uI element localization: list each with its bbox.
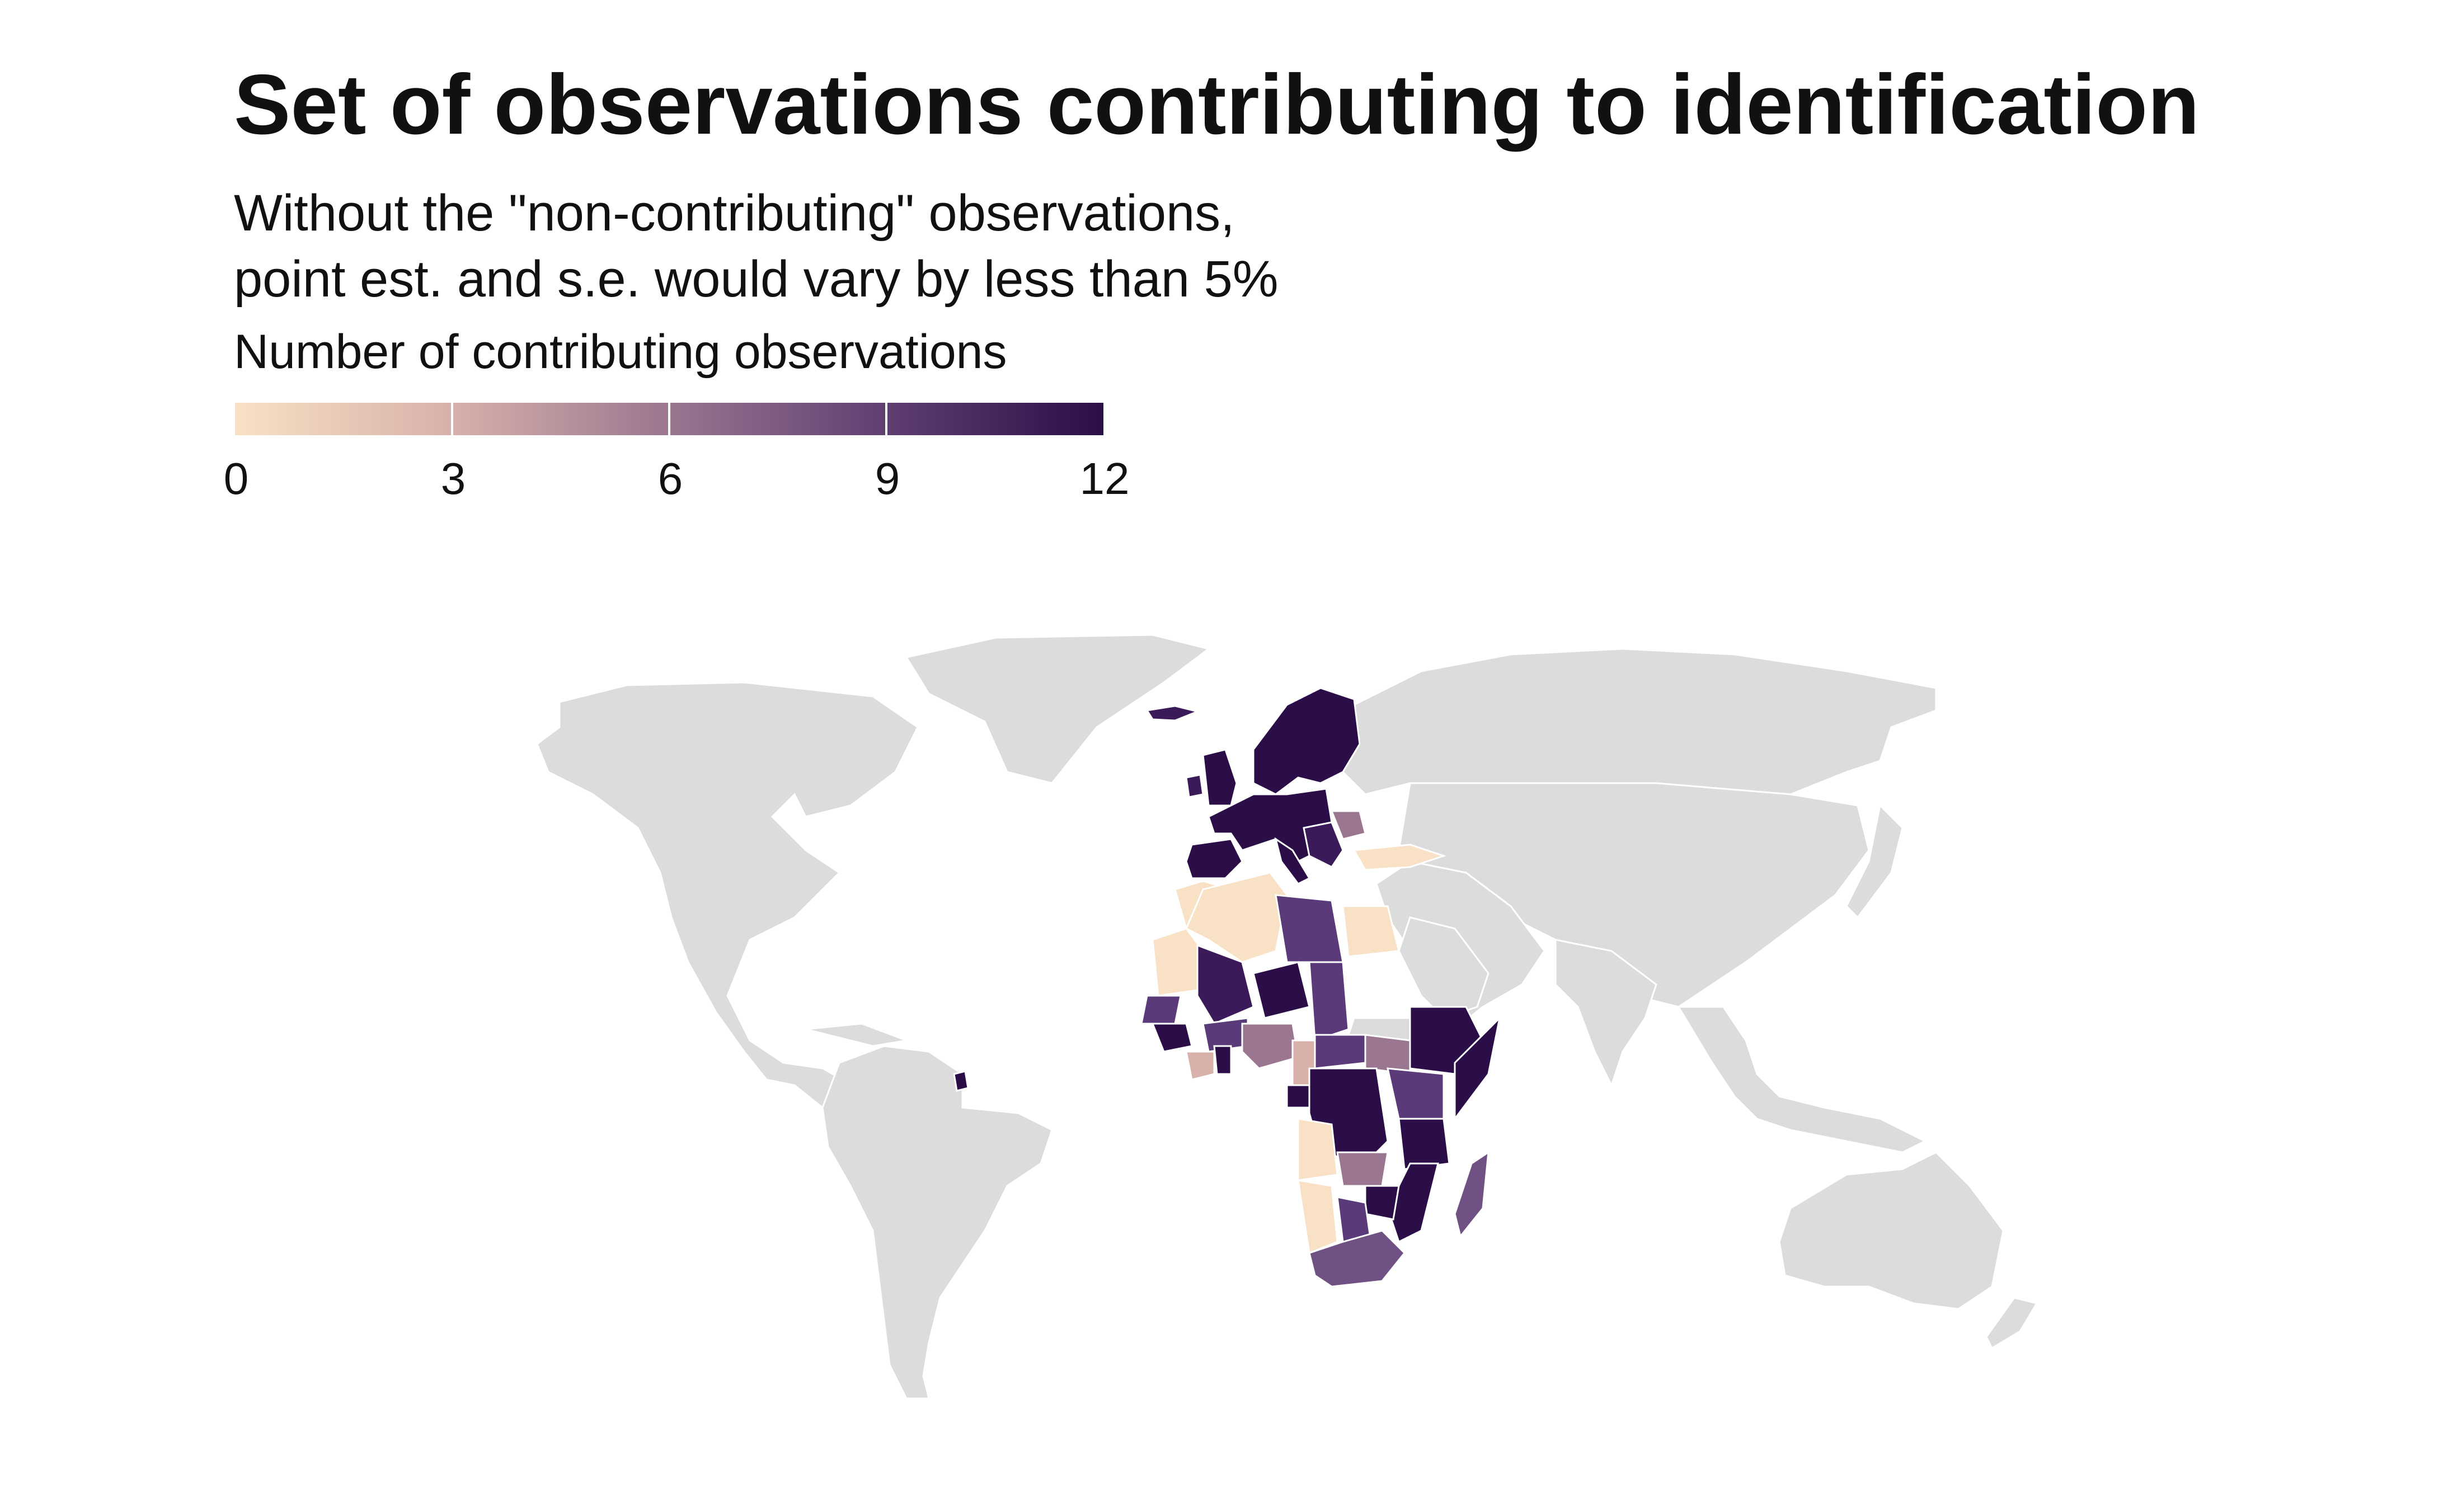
uganda-kenya	[1387, 1067, 1445, 1120]
india	[1554, 939, 1657, 1087]
mauritania	[1152, 927, 1204, 997]
chart-subtitle: Without the "non-contributing" observati…	[234, 180, 1279, 312]
ivory-coast	[1185, 1051, 1215, 1081]
gabon	[1286, 1084, 1310, 1109]
somalia	[1454, 1015, 1501, 1122]
japan	[1845, 803, 1904, 919]
south-america	[821, 1045, 1053, 1400]
legend-title: Number of contributing observations	[234, 325, 1007, 379]
ireland	[1185, 774, 1204, 798]
north-america	[536, 681, 919, 1114]
russia	[1331, 648, 1937, 795]
guinea	[1151, 1023, 1193, 1053]
legend-tick-3: 3	[440, 454, 466, 503]
madagascar	[1454, 1150, 1490, 1238]
chad	[1308, 961, 1350, 1042]
senegal	[1140, 995, 1182, 1025]
balkans	[1303, 821, 1344, 868]
algeria	[1185, 872, 1288, 963]
caribbean	[805, 1023, 910, 1047]
turkey	[1352, 844, 1446, 871]
libya	[1275, 894, 1344, 963]
greenland	[905, 634, 1211, 784]
legend-tick-6: 6	[657, 454, 683, 503]
zimbabwe	[1364, 1185, 1400, 1221]
new-zealand	[1985, 1297, 2038, 1350]
zambia	[1336, 1151, 1389, 1187]
ghana	[1213, 1045, 1232, 1075]
nigeria	[1241, 1023, 1299, 1070]
tanzania	[1398, 1118, 1450, 1170]
uk	[1202, 748, 1238, 807]
subtitle-line-2: point est. and s.e. would vary by less t…	[234, 251, 1279, 308]
niger	[1252, 961, 1310, 1019]
italy	[1274, 837, 1311, 885]
iceland	[1145, 705, 1200, 722]
subtitle-line-1: Without the "non-contributing" observati…	[234, 185, 1235, 242]
south-africa	[1308, 1230, 1406, 1288]
data-regions	[953, 687, 1501, 1288]
angola	[1297, 1118, 1338, 1181]
legend-tick-12: 12	[1079, 454, 1130, 503]
scandinavia	[1252, 687, 1361, 795]
southeast-asia	[1677, 1006, 1927, 1153]
legend-tick-9: 9	[875, 454, 900, 503]
iberia	[1185, 838, 1243, 879]
chart-title: Set of observations contributing to iden…	[234, 57, 2200, 152]
legend-tick-0: 0	[223, 454, 249, 503]
romania	[1330, 810, 1366, 840]
mali	[1196, 944, 1254, 1025]
australia	[1778, 1151, 2004, 1310]
central-african-republic	[1314, 1034, 1366, 1070]
egypt	[1342, 905, 1400, 958]
namibia	[1297, 1179, 1338, 1255]
french-guiana	[953, 1070, 969, 1092]
